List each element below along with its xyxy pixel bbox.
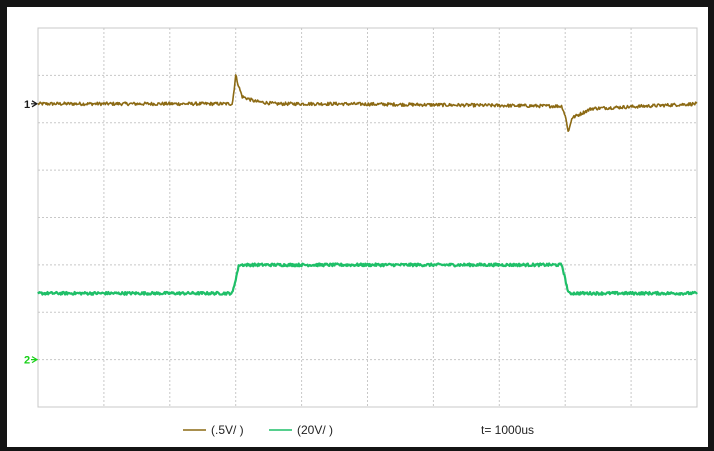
legend: (.5V/ ) (20V/ ) t= 1000us — [183, 423, 534, 437]
channel-markers: 12 — [24, 99, 39, 367]
legend-label-ch1: (.5V/ ) — [211, 423, 244, 437]
channel-marker-label-1: 1 — [24, 99, 30, 111]
legend-label-ch2: (20V/ ) — [297, 423, 333, 437]
trace-ch1 — [37, 74, 698, 132]
trace-ch2 — [37, 262, 698, 296]
timebase-label: t= 1000us — [481, 423, 534, 437]
channel-marker-label-2: 2 — [24, 355, 30, 367]
channel-marker-arrow-1 — [31, 100, 39, 108]
grid — [38, 28, 697, 407]
traces — [37, 74, 698, 296]
channel-marker-arrow-2 — [31, 356, 39, 364]
